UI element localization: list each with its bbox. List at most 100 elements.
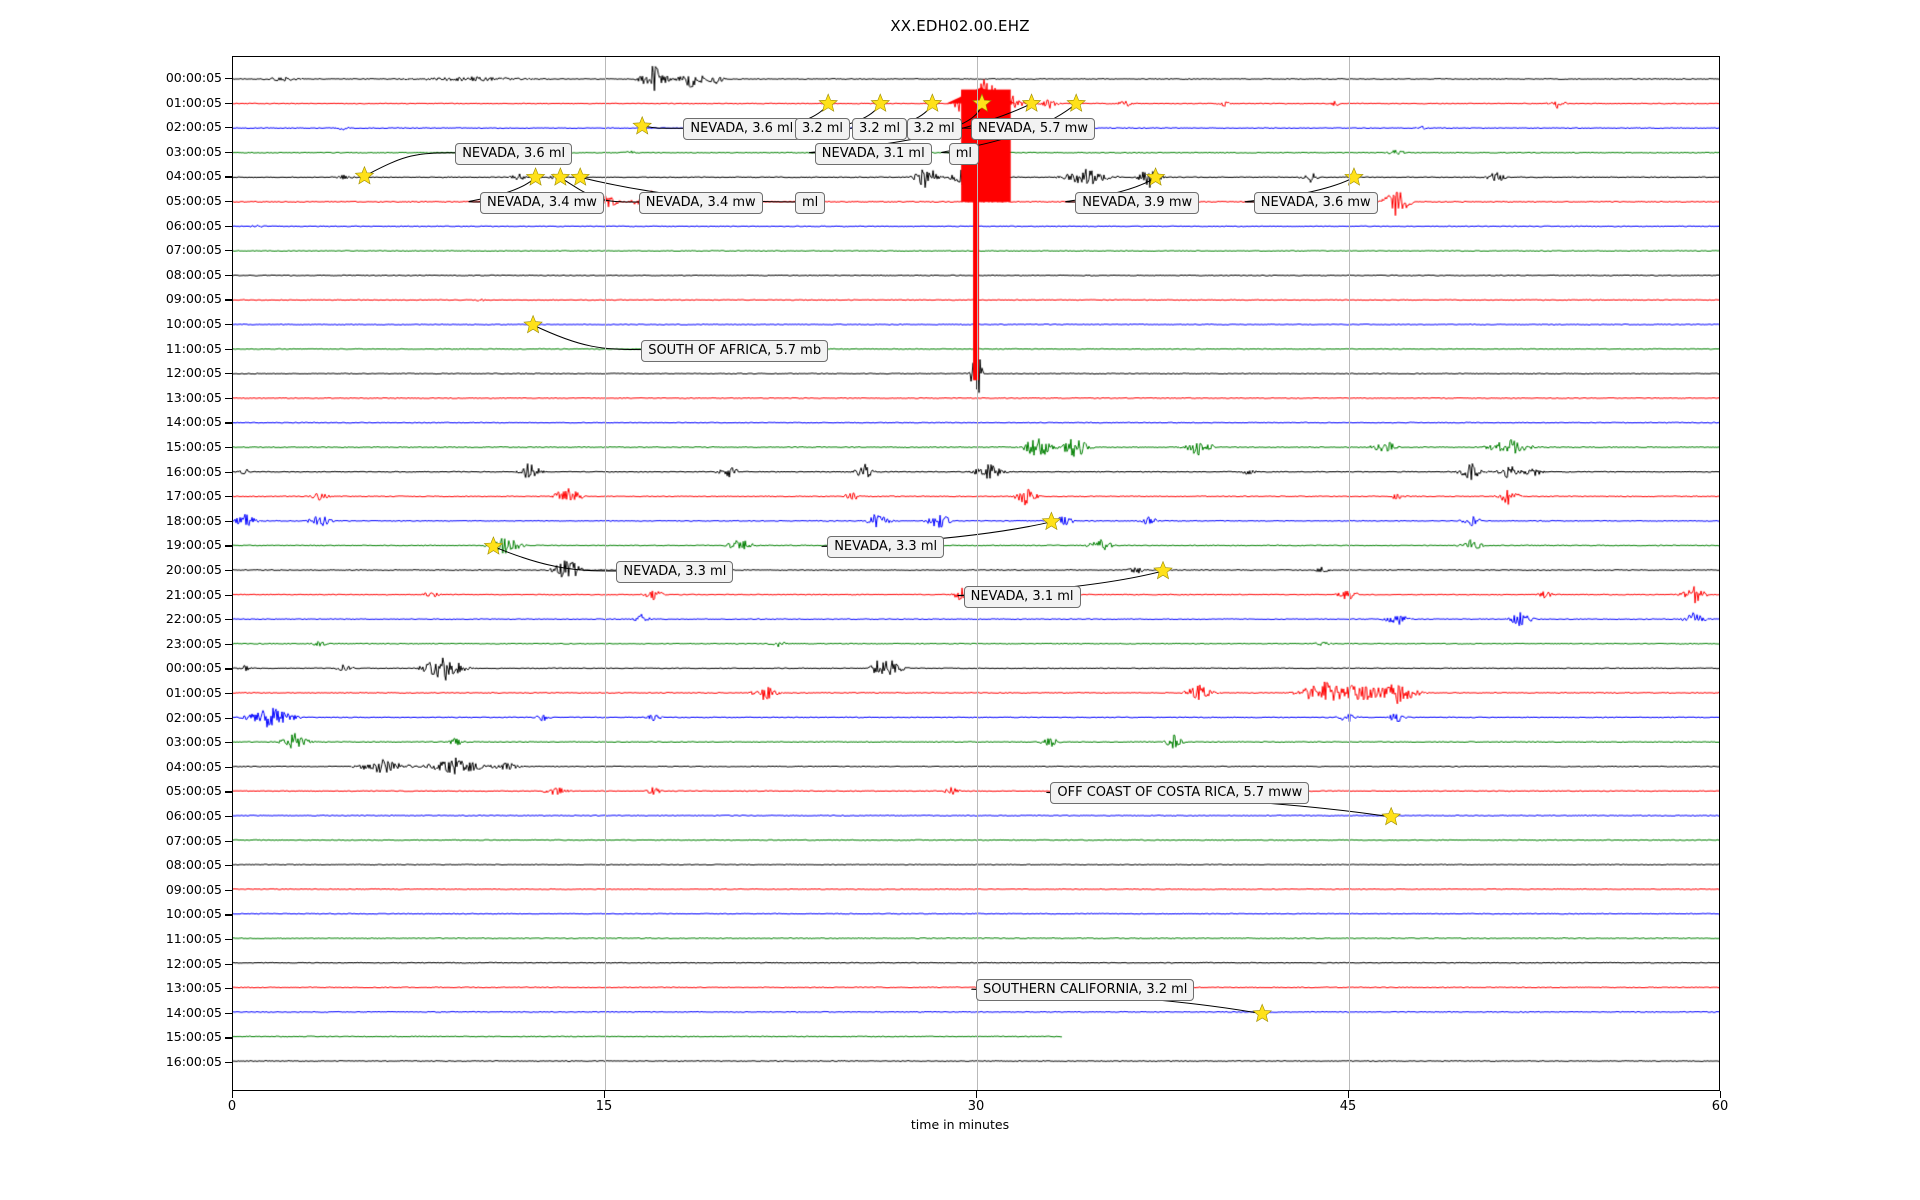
y-axis-tick-label: 01:00:05	[165, 94, 222, 110]
y-axis-tick	[225, 889, 232, 892]
y-axis-tick-label: 03:00:05	[165, 734, 222, 750]
y-axis-tick	[225, 570, 232, 572]
event-label[interactable]: NEVADA, 5.7 mw	[971, 118, 1095, 141]
y-axis-tick	[225, 594, 232, 596]
y-axis-tick-label: 07:00:05	[165, 242, 222, 258]
y-axis-tick-label: 20:00:05	[165, 562, 222, 577]
earthquake-star-marker	[550, 167, 571, 186]
event-label[interactable]: OFF COAST OF COSTA RICA, 5.7 mww	[1050, 782, 1310, 805]
y-axis-tick	[225, 397, 232, 400]
y-axis-tick	[225, 78, 232, 80]
earthquake-star-marker	[1145, 167, 1166, 186]
event-label[interactable]: NEVADA, 3.1 ml	[814, 142, 932, 165]
y-axis-tick	[225, 545, 232, 547]
y-axis-tick-label: 08:00:05	[165, 857, 222, 873]
y-axis-tick	[225, 471, 232, 473]
y-axis-tick	[225, 151, 232, 154]
y-axis-tick-label: 00:00:05	[165, 660, 222, 676]
event-label[interactable]: NEVADA, 3.6 ml	[455, 142, 573, 165]
y-axis-tick	[225, 176, 232, 178]
y-axis-tick	[225, 324, 232, 326]
annotation-connector	[642, 125, 685, 129]
x-axis-title: time in minutes	[910, 1117, 1010, 1132]
earthquake-star-marker	[1066, 93, 1086, 112]
y-axis-tick	[225, 422, 232, 424]
event-label[interactable]: NEVADA, 3.6 ml	[683, 118, 801, 141]
annotation-connector	[364, 152, 457, 177]
annotation-overlay	[354, 93, 1401, 1023]
earthquake-star-marker	[483, 536, 504, 555]
y-axis-tick	[225, 496, 232, 498]
event-label[interactable]: 3.2 ml	[794, 118, 851, 141]
y-axis-tick	[225, 939, 232, 941]
y-axis-tick-label: 23:00:05	[165, 635, 222, 651]
y-axis-tick	[225, 127, 232, 129]
vertical-gridline	[1349, 57, 1350, 1090]
event-label[interactable]: NEVADA, 3.9 mw	[1075, 192, 1200, 214]
x-axis-tick-label: 0	[227, 1099, 237, 1114]
x-axis-tick	[976, 1091, 978, 1098]
vertical-gridline	[977, 57, 978, 1090]
y-axis-tick-label: 09:00:05	[165, 881, 222, 897]
earthquake-star-marker	[870, 93, 891, 112]
event-label[interactable]: NEVADA, 3.3 ml	[827, 536, 945, 559]
y-axis-tick-label: 00:00:05	[165, 70, 222, 85]
event-label[interactable]: 3.2 ml	[852, 118, 908, 141]
y-axis-tick-label: 06:00:05	[165, 217, 222, 233]
x-axis-tick	[1348, 1091, 1350, 1098]
x-axis-tick	[604, 1091, 606, 1098]
x-axis-tick-label: 45	[1339, 1099, 1357, 1114]
earthquake-star-marker	[1021, 93, 1042, 112]
y-axis-tick	[225, 619, 232, 621]
y-axis-tick-label: 04:00:05	[165, 168, 222, 184]
y-axis-tick	[225, 102, 232, 104]
y-axis-tick-label: 10:00:05	[165, 906, 222, 922]
y-axis-tick-label: 02:00:05	[165, 119, 222, 135]
y-axis-tick	[225, 791, 232, 793]
event-label[interactable]: ml	[948, 142, 979, 165]
earthquake-star-marker	[354, 165, 375, 185]
y-axis-tick	[225, 914, 232, 916]
y-axis-tick	[225, 693, 232, 695]
y-axis-tick	[225, 201, 232, 203]
event-label[interactable]: NEVADA, 3.4 mw	[480, 192, 604, 214]
y-axis-tick	[225, 1037, 232, 1039]
y-axis-tick-label: 11:00:05	[165, 931, 222, 946]
y-axis-tick-label: 05:00:05	[165, 783, 222, 799]
event-label[interactable]: NEVADA, 3.4 mw	[638, 192, 763, 214]
earthquake-star-marker	[525, 167, 546, 186]
earthquake-star-marker	[570, 167, 590, 186]
y-axis-tick-label: 19:00:05	[165, 537, 222, 553]
event-label[interactable]: ml	[794, 192, 826, 214]
y-axis-tick-label: 10:00:05	[165, 316, 222, 331]
y-axis-tick-label: 05:00:05	[165, 193, 222, 208]
y-axis-tick	[225, 840, 232, 842]
earthquake-star-marker	[1344, 167, 1364, 186]
y-axis-tick	[225, 668, 232, 670]
event-label[interactable]: 3.2 ml	[906, 118, 962, 141]
x-axis-tick-label: 15	[595, 1099, 613, 1114]
y-axis-tick-label: 03:00:05	[165, 143, 222, 159]
y-axis-tick-label: 01:00:05	[165, 685, 222, 700]
earthquake-star-marker	[523, 314, 543, 334]
event-label[interactable]: NEVADA, 3.1 ml	[963, 585, 1081, 608]
y-axis-tick-label: 06:00:05	[165, 808, 222, 823]
y-axis-tick	[225, 717, 232, 719]
x-axis-tick-label: 30	[967, 1099, 985, 1114]
event-label[interactable]: NEVADA, 3.3 ml	[616, 561, 734, 583]
y-axis-tick-label: 12:00:05	[165, 365, 222, 381]
y-axis-tick-label: 13:00:05	[165, 389, 222, 405]
y-axis-tick	[225, 988, 232, 990]
seismic-traces-canvas	[233, 57, 1719, 1090]
event-label[interactable]: SOUTH OF AFRICA, 5.7 mb	[641, 339, 829, 362]
y-axis-tick	[225, 963, 232, 965]
event-label[interactable]: NEVADA, 3.6 mw	[1253, 192, 1378, 214]
earthquake-star-marker	[972, 93, 992, 112]
y-axis-tick-label: 18:00:05	[165, 512, 222, 528]
y-axis-tick	[225, 225, 232, 227]
event-label[interactable]: SOUTHERN CALIFORNIA, 3.2 ml	[976, 979, 1195, 1002]
y-axis-tick	[225, 1012, 232, 1015]
y-axis-tick	[225, 250, 232, 252]
earthquake-star-marker	[1252, 1003, 1272, 1023]
